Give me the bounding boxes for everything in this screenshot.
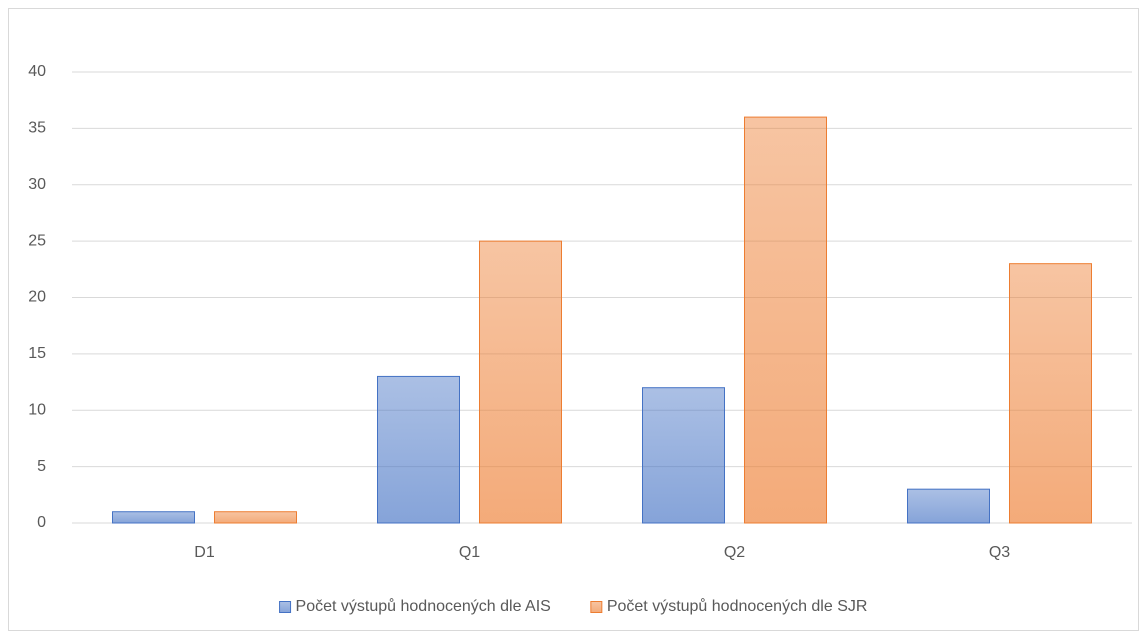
bar (479, 240, 562, 524)
x-tick-label: Q2 (724, 544, 745, 561)
bar (642, 387, 725, 524)
y-tick-label: 25 (28, 232, 46, 249)
x-tick-label: Q1 (459, 544, 480, 561)
bar (907, 488, 990, 524)
y-tick-label: 10 (28, 401, 46, 418)
x-tick-label: Q3 (989, 544, 1010, 561)
y-tick-label: 30 (28, 176, 46, 193)
legend-label: Počet výstupů hodnocených dle SJR (607, 597, 868, 615)
y-tick-label: 35 (28, 120, 46, 137)
y-tick-label: 20 (28, 289, 46, 306)
bar (112, 511, 195, 524)
bar (744, 116, 827, 524)
bar (377, 375, 460, 524)
y-tick-label: 15 (28, 345, 46, 362)
y-tick-label: 40 (28, 63, 46, 80)
y-tick-label: 5 (37, 458, 46, 475)
chart-frame (8, 8, 1139, 631)
bar (1009, 263, 1092, 524)
legend-swatch (279, 601, 292, 613)
x-tick-label: D1 (194, 544, 215, 561)
legend-swatch (590, 601, 603, 613)
y-tick-label: 0 (37, 514, 46, 531)
bar (214, 511, 297, 524)
legend-label: Počet výstupů hodnocených dle AIS (296, 597, 551, 615)
